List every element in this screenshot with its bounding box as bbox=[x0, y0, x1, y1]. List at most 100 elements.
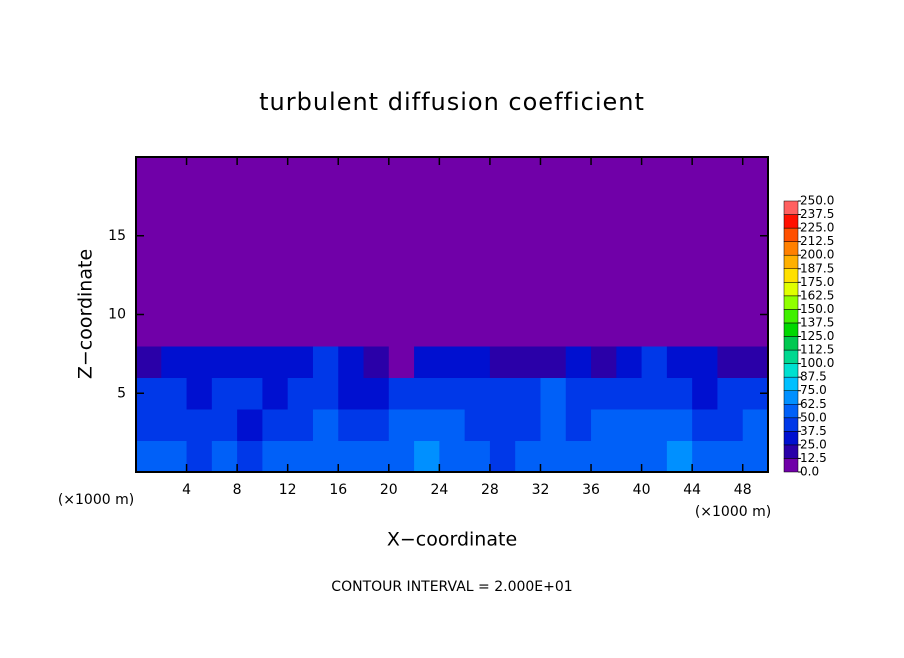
x-tick-label: 24 bbox=[430, 482, 448, 498]
cell bbox=[136, 283, 162, 315]
cell bbox=[489, 314, 516, 347]
cell bbox=[666, 251, 693, 284]
cell bbox=[439, 409, 466, 441]
cell bbox=[161, 157, 188, 189]
cell bbox=[692, 377, 718, 410]
cell bbox=[262, 251, 289, 284]
cell bbox=[717, 188, 744, 221]
x-tick-label: 36 bbox=[582, 482, 600, 498]
cell bbox=[161, 283, 188, 315]
x-tick-label: 44 bbox=[683, 482, 701, 498]
cell bbox=[489, 188, 516, 221]
cell bbox=[540, 409, 567, 441]
colorbar-band bbox=[783, 322, 799, 337]
cell bbox=[161, 314, 188, 347]
cell bbox=[666, 220, 693, 252]
cell bbox=[237, 346, 263, 378]
cell bbox=[287, 346, 314, 378]
cell bbox=[414, 188, 440, 221]
colorbar-band bbox=[783, 214, 799, 229]
cell bbox=[414, 251, 440, 284]
cell bbox=[262, 409, 289, 441]
cell bbox=[136, 188, 162, 221]
cell bbox=[388, 220, 415, 252]
cell bbox=[338, 377, 365, 410]
cell bbox=[641, 346, 668, 378]
cell bbox=[439, 440, 466, 473]
cell bbox=[565, 377, 592, 410]
cell bbox=[439, 346, 466, 378]
cell bbox=[237, 251, 263, 284]
cell bbox=[717, 346, 744, 378]
cell bbox=[161, 251, 188, 284]
cell bbox=[237, 314, 263, 347]
cell bbox=[489, 377, 516, 410]
cell bbox=[515, 220, 541, 252]
cell bbox=[616, 440, 643, 473]
cell bbox=[186, 346, 213, 378]
cell bbox=[287, 440, 314, 473]
colorbar-band bbox=[783, 227, 799, 242]
cell bbox=[338, 440, 365, 473]
cell bbox=[641, 440, 668, 473]
cell bbox=[515, 188, 541, 221]
cell bbox=[591, 251, 617, 284]
cell bbox=[540, 377, 567, 410]
colorbar-label: 212.5 bbox=[800, 234, 834, 248]
cell bbox=[388, 409, 415, 441]
cell bbox=[717, 409, 744, 441]
cell bbox=[211, 440, 238, 473]
cell bbox=[641, 377, 668, 410]
cell bbox=[565, 220, 592, 252]
cell bbox=[641, 220, 668, 252]
cell bbox=[742, 346, 769, 378]
cell bbox=[641, 251, 668, 284]
colorbar-label: 12.5 bbox=[800, 451, 827, 465]
cell bbox=[540, 440, 567, 473]
cell bbox=[186, 409, 213, 441]
cell bbox=[692, 314, 718, 347]
cell bbox=[464, 188, 491, 221]
x-tick-label: 16 bbox=[329, 482, 347, 498]
cell bbox=[338, 157, 365, 189]
cell bbox=[161, 346, 188, 378]
cell bbox=[287, 377, 314, 410]
cell bbox=[161, 188, 188, 221]
cell bbox=[338, 346, 365, 378]
cell bbox=[717, 377, 744, 410]
colorbar-label: 25.0 bbox=[800, 437, 827, 451]
x-unit-label: (×1000 m) bbox=[695, 504, 771, 520]
cell bbox=[287, 409, 314, 441]
cell bbox=[287, 188, 314, 221]
cell bbox=[742, 409, 769, 441]
cell bbox=[414, 440, 440, 473]
cell bbox=[591, 188, 617, 221]
colorbar-label: 187.5 bbox=[800, 261, 834, 275]
cell bbox=[591, 409, 617, 441]
cell bbox=[489, 283, 516, 315]
cell bbox=[237, 220, 263, 252]
cell bbox=[717, 283, 744, 315]
axes: 4 8 12 16 20 24 28 32 36 40 44 48510150.012.525.037… bbox=[108, 156, 834, 498]
colorbar-band bbox=[783, 295, 799, 310]
cell bbox=[338, 409, 365, 441]
cell bbox=[136, 346, 162, 378]
cell bbox=[211, 346, 238, 378]
cell bbox=[515, 440, 541, 473]
cell bbox=[136, 409, 162, 441]
cell bbox=[363, 314, 390, 347]
x-tick-label: 12 bbox=[279, 482, 297, 498]
cell bbox=[717, 157, 744, 189]
cell bbox=[742, 283, 769, 315]
cell bbox=[363, 377, 390, 410]
cell bbox=[692, 157, 718, 189]
x-tick-label: 28 bbox=[481, 482, 499, 498]
cell bbox=[666, 440, 693, 473]
cell bbox=[641, 188, 668, 221]
colorbar-band bbox=[783, 241, 799, 256]
colorbar-band bbox=[783, 417, 799, 432]
cell bbox=[312, 251, 339, 284]
cell bbox=[262, 157, 289, 189]
cell bbox=[489, 409, 516, 441]
cell bbox=[186, 283, 213, 315]
